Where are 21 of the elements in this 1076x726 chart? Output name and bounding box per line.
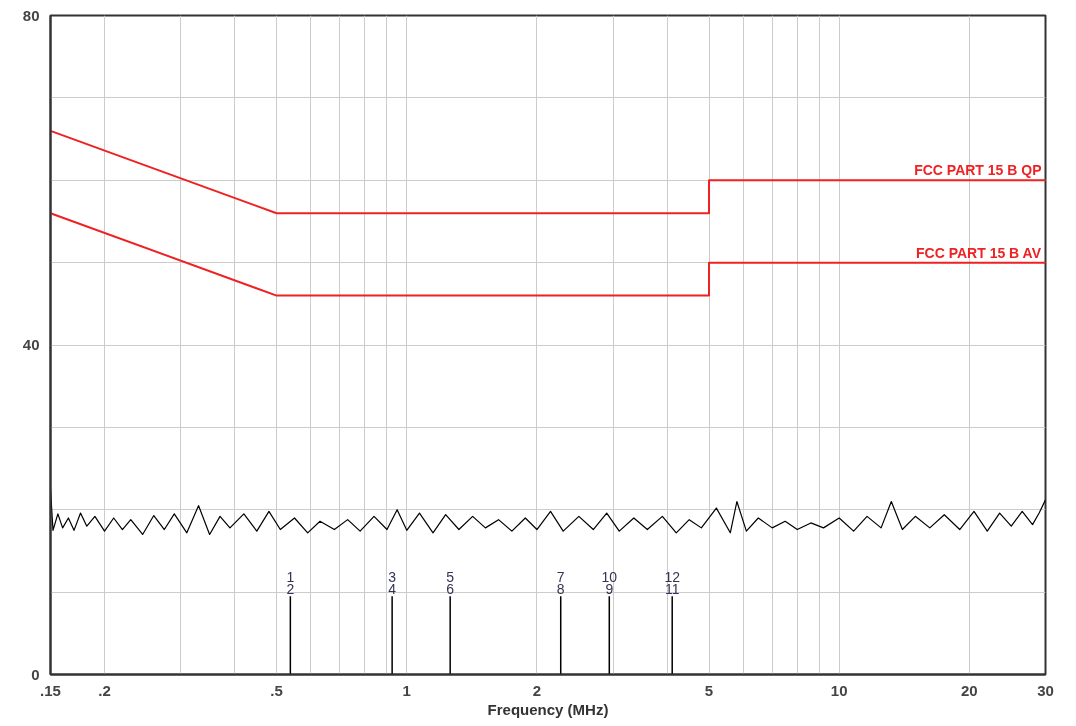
x-tick-label: 1	[402, 681, 411, 699]
x-axis-title: Frequency (MHz)	[487, 700, 609, 718]
annotation: 8	[556, 581, 565, 598]
series-label: FCC PART 15 B AV	[916, 244, 1042, 261]
x-tick-label: .5	[270, 681, 283, 699]
x-tick-label: .15	[40, 681, 61, 699]
annotation: 4	[388, 581, 397, 598]
annotation: 2	[286, 581, 295, 598]
y-tick-label: 80	[22, 6, 40, 24]
x-tick-label: 30	[1037, 681, 1054, 699]
x-tick-label: .2	[98, 681, 111, 699]
x-tick-label: 20	[961, 681, 978, 699]
x-tick-label: 2	[532, 681, 542, 699]
y-tick-label: 40	[22, 336, 40, 353]
annotation: 11	[664, 581, 680, 598]
series-label: FCC PART 15 B QP	[914, 162, 1042, 179]
y-tick-label: 0	[31, 665, 40, 683]
annotation: 6	[446, 581, 455, 598]
x-tick-label: 10	[830, 681, 848, 699]
x-tick-label: 5	[704, 681, 714, 699]
annotation: 9	[605, 581, 614, 598]
